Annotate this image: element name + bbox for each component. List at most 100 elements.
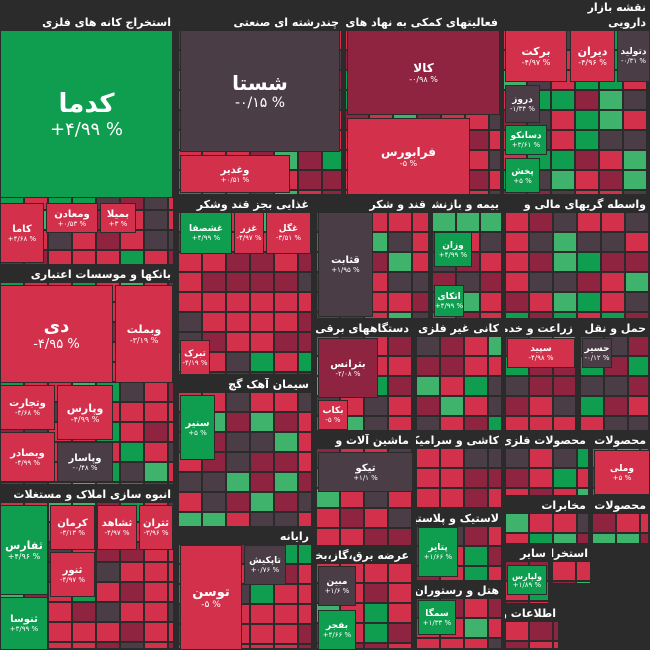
- sector-title: بانکها و موسسات اعتباری: [30, 268, 171, 281]
- filler-tile: [73, 603, 95, 621]
- filler-tile: [365, 417, 387, 430]
- sector-title: استخراج کانه های فلزی: [42, 16, 171, 29]
- filler-tile: [441, 397, 463, 415]
- stock-tile: سنیر +۵ %: [180, 395, 215, 460]
- filler-tile: [389, 377, 411, 395]
- stock-change: +۳ %: [108, 219, 128, 228]
- filler-tile: [203, 373, 225, 374]
- filler-tile: [413, 253, 428, 271]
- filler-tile: [179, 253, 201, 271]
- sector-title: دارویی: [608, 16, 646, 29]
- filler-tile: [203, 313, 225, 331]
- stock-symbol: غگل: [278, 224, 299, 234]
- stock-change: +۴/۹۶ %: [7, 552, 41, 561]
- stock-tile: کاما +۴/۶۸ %: [0, 203, 44, 263]
- filler-tile: [602, 213, 624, 231]
- filler-tile: [365, 564, 387, 582]
- filler-tile: [600, 151, 622, 169]
- filler-tile: [626, 313, 648, 318]
- filler-tile: [417, 417, 439, 430]
- filler-tile: [275, 413, 297, 431]
- stock-change: -۴/۹۹ %: [70, 414, 100, 424]
- filler-tile: [581, 397, 603, 415]
- filler-tile: [227, 373, 249, 374]
- filler-tile: [466, 111, 488, 129]
- filler-tile: [605, 377, 627, 395]
- filler-tile: [466, 171, 488, 189]
- filler-tile: [227, 453, 249, 471]
- filler-tile: [578, 534, 588, 543]
- stock-change: +۴/۶۶ %: [322, 631, 352, 639]
- filler-tile: [299, 273, 311, 291]
- filler-tile: [389, 604, 411, 622]
- filler-tile: [466, 131, 488, 149]
- stock-change: +۰/۵۱ %: [220, 175, 250, 184]
- filler-tile: [203, 253, 225, 271]
- stock-symbol: توسن: [192, 585, 230, 600]
- filler-tile: [179, 513, 201, 526]
- filler-tile: [251, 513, 273, 526]
- filler-tile: [600, 91, 622, 109]
- filler-tile: [577, 582, 590, 583]
- stock-change: -۰/۳۱ %: [620, 57, 647, 65]
- stock-symbol: وتجارت: [9, 398, 46, 409]
- stock-tile: تاپکیش +۰/۷۶ %: [244, 545, 286, 585]
- filler-tile: [489, 547, 501, 565]
- filler-tile: [145, 383, 167, 401]
- stock-symbol: ثفارس: [5, 539, 43, 552]
- filler-tile: [341, 509, 363, 527]
- filler-tile: [145, 251, 167, 264]
- stock-symbol: دتولید: [620, 47, 647, 57]
- stock-symbol: بفجر: [326, 621, 348, 631]
- stock-change: +۱/۶ %: [324, 587, 350, 595]
- filler-tile: [602, 273, 624, 291]
- stock-symbol: فرابورس: [381, 145, 436, 159]
- filler-tile: [317, 489, 339, 507]
- filler-tile: [506, 622, 528, 640]
- sector-title: عرضه برق،گاز،بخار و: [316, 549, 409, 562]
- stock-tile: تیکو +۱/۱ %: [318, 452, 413, 492]
- filler-tile: [530, 469, 552, 487]
- filler-tile: [299, 625, 311, 643]
- filler-tile: [97, 643, 119, 648]
- stock-tile: ولپارس +۱/۸۹ %: [507, 565, 547, 595]
- filler-tile: [275, 273, 297, 291]
- filler-tile: [145, 403, 167, 421]
- filler-tile: [465, 449, 487, 467]
- filler-tile: [578, 273, 600, 291]
- filler-tile: [169, 251, 173, 264]
- filler-tile: [49, 231, 71, 249]
- stock-tile: حسیر -۰/۱۲ %: [582, 338, 612, 368]
- filler-tile: [251, 353, 273, 371]
- sector-title: سایر: [520, 547, 546, 560]
- filler-tile: [227, 293, 249, 311]
- filler-tile: [530, 253, 552, 271]
- filler-tile: [251, 605, 273, 623]
- filler-tile: [552, 111, 574, 129]
- sector-title: ماشین آلات و: [335, 434, 409, 447]
- filler-tile: [530, 602, 548, 603]
- filler-tile: [389, 564, 411, 582]
- filler-tile: [530, 377, 552, 395]
- filler-tile: [465, 417, 487, 430]
- filler-tile: [227, 493, 249, 511]
- stock-tile: کرمان -۳/۱۳ %: [50, 505, 95, 550]
- stock-change: +۱/۶۶ %: [423, 553, 453, 561]
- filler-tile: [554, 397, 575, 415]
- stock-tile: غشصفا +۴/۹۹ %: [180, 212, 232, 254]
- filler-tile: [97, 563, 119, 581]
- filler-tile: [73, 623, 95, 641]
- stock-symbol: غشصفا: [188, 224, 224, 234]
- filler-tile: [417, 357, 439, 375]
- filler-tile: [578, 213, 600, 231]
- filler-tile: [121, 563, 143, 581]
- stock-change: -۴/۹۵ %: [33, 337, 80, 352]
- sector-title: محصولات فلزی: [505, 434, 586, 447]
- filler-tile: [145, 563, 167, 581]
- filler-tile: [530, 622, 552, 640]
- filler-tile: [490, 191, 500, 194]
- filler-tile: [578, 253, 600, 271]
- stock-symbol: دی: [43, 316, 70, 337]
- filler-tile: [554, 213, 576, 231]
- filler-tile: [605, 417, 627, 430]
